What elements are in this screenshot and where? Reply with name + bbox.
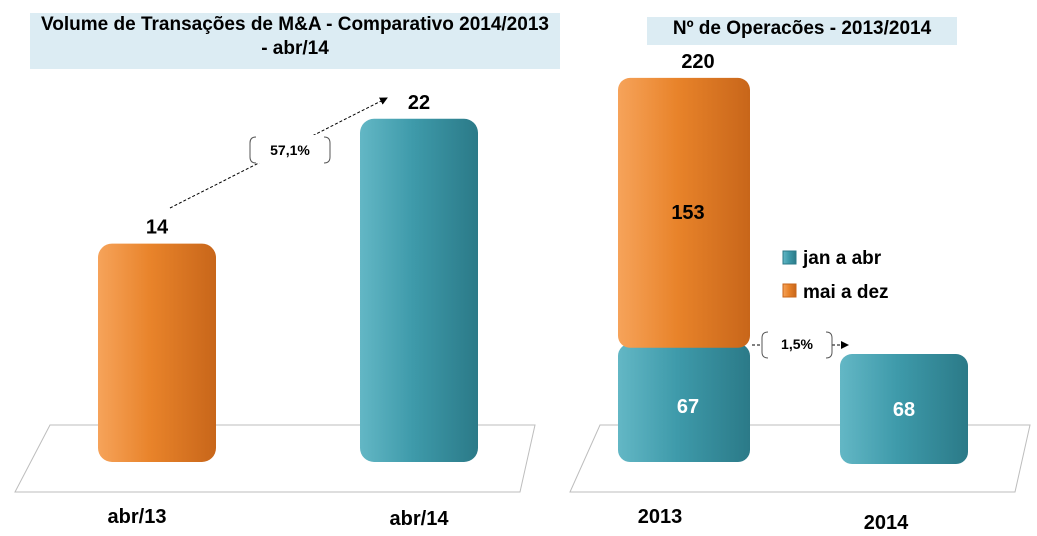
left-chart-title-line2: - abr/14 bbox=[261, 38, 329, 59]
bar-2014-jan-abr bbox=[840, 354, 968, 464]
left-chart-title-line1: Volume de Transações de M&A - Comparativ… bbox=[41, 14, 549, 35]
growth-label-left: 57,1% bbox=[270, 142, 310, 158]
bar-2013-jan-abr bbox=[618, 343, 750, 462]
value-label-abr13: 14 bbox=[146, 217, 169, 239]
left-chart-title: Volume de Transações de M&A - Comparativ… bbox=[30, 13, 560, 69]
bracket-left-close bbox=[323, 136, 331, 164]
bar-abr13 bbox=[98, 243, 216, 462]
bracket-right-open bbox=[761, 331, 769, 359]
category-label-abr13: abr/13 bbox=[108, 506, 167, 528]
category-label-2014: 2014 bbox=[864, 512, 909, 534]
bar-abr14 bbox=[360, 118, 478, 463]
legend-swatch-jan-abr bbox=[782, 250, 797, 265]
legend-label-mai-dez: mai a dez bbox=[803, 282, 889, 303]
growth-label-box-left bbox=[250, 135, 330, 163]
value-label-2014-jan-abr: 68 bbox=[893, 399, 915, 421]
total-label-2013: 220 bbox=[681, 51, 714, 73]
growth-label-box-right bbox=[762, 330, 832, 358]
growth-label-right: 1,5% bbox=[781, 336, 813, 352]
category-label-2013: 2013 bbox=[638, 506, 683, 528]
value-label-abr14: 22 bbox=[408, 92, 430, 114]
legend-swatch-mai-dez bbox=[782, 283, 797, 298]
value-label-2013-jan-abr: 67 bbox=[677, 396, 699, 418]
category-label-abr14: abr/14 bbox=[390, 508, 450, 530]
legend-label-jan-abr: jan a abr bbox=[802, 248, 882, 269]
value-label-2013-mai-dez: 153 bbox=[671, 202, 704, 224]
bracket-right-close bbox=[825, 331, 833, 359]
right-chart-title: Nº de Operacões - 2013/2014 bbox=[647, 17, 957, 45]
bracket-left-open bbox=[249, 136, 257, 164]
bar-2013-mai-dez bbox=[618, 77, 750, 348]
